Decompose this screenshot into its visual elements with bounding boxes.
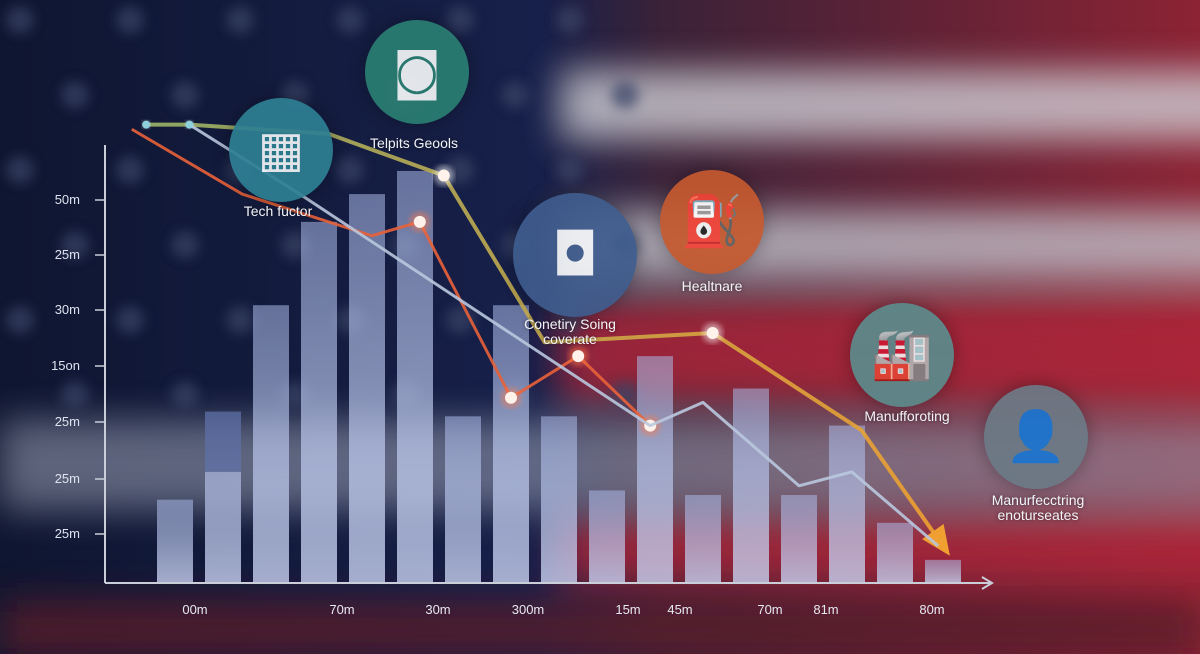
callout-label: Tech fuctor [243,203,313,219]
callout-label: Manufforoting [864,408,950,424]
chip-icon: ▦ [257,120,305,179]
callout-label: Healtnare [681,278,743,294]
star [171,231,199,259]
x-tick-label: 15m [615,602,641,617]
processor-icon: ◘ [551,219,599,289]
x-tick-label: 70m [329,602,355,617]
star [556,156,584,184]
star [116,306,144,334]
star [336,6,364,34]
worker-factory-badge: 👤 [984,385,1088,489]
bar [589,490,625,583]
star [116,156,144,184]
data-point [142,120,151,129]
chip-badge: ▦ [229,98,333,202]
data-point [413,215,426,228]
y-tick-label: 25m [54,471,80,486]
star [556,6,584,34]
y-tick-label: 30m [54,302,80,317]
star [446,6,474,34]
callout-label: coverate [543,331,597,347]
bar-segment [205,411,241,472]
star [226,6,254,34]
factory-icon: 🏭 [871,325,933,384]
bar [253,305,289,583]
star [171,81,199,109]
star [6,156,34,184]
bar [685,495,721,583]
star [336,156,364,184]
star [6,306,34,334]
bar [829,425,865,583]
bar [349,194,385,583]
worker-factory-icon: 👤 [1005,407,1067,466]
star [501,81,529,109]
healthcare-badge: ⛽ [660,170,764,274]
trend-arrow-head [922,523,950,556]
callout-label: Manurfecctring [991,492,1085,508]
healthcare-icon: ⛽ [681,192,743,251]
star [611,81,639,109]
x-tick-label: 70m [757,602,783,617]
star [116,6,144,34]
x-tick-label: 30m [425,602,451,617]
star [171,381,199,409]
data-point [437,169,450,182]
star [61,231,89,259]
star [226,306,254,334]
bar [637,356,673,583]
y-tick-label: 25m [54,247,80,262]
bar [157,499,193,583]
bar [733,388,769,583]
bar [445,416,481,583]
data-point [185,120,194,129]
circuit-chip-badge: ◙ [365,20,469,124]
bar [925,559,961,583]
bar [493,305,529,583]
bar [397,170,433,583]
star [61,81,89,109]
data-point [572,350,585,363]
data-point [505,391,517,404]
x-tick-label: 80m [919,602,945,617]
bar [301,221,337,584]
callout-label: enoturseates [997,507,1079,523]
y-tick-label: 15on [51,358,80,373]
x-tick-label: 45m [667,602,693,617]
star [6,6,34,34]
y-tick-label: 25m [54,414,80,429]
star [611,381,639,409]
y-tick-label: 50m [54,192,80,207]
star [61,381,89,409]
callout-label: Telpits Geools [370,135,458,151]
y-tick-label: 25m [54,526,80,541]
bar [781,495,817,583]
x-tick-label: 81m [813,602,839,617]
x-tick-label: 00m [182,602,208,617]
data-point [706,326,719,339]
x-tick-label: 300m [511,602,545,617]
bar [877,522,913,583]
bar [541,416,577,583]
circuit-chip-icon: ◙ [393,42,441,101]
factory-badge: 🏭 [850,303,954,407]
processor-badge: ◘ [513,193,637,317]
x-axis-arrow [981,576,994,590]
callout-label: Conetiry Soing [524,316,616,332]
series-line [146,122,945,548]
